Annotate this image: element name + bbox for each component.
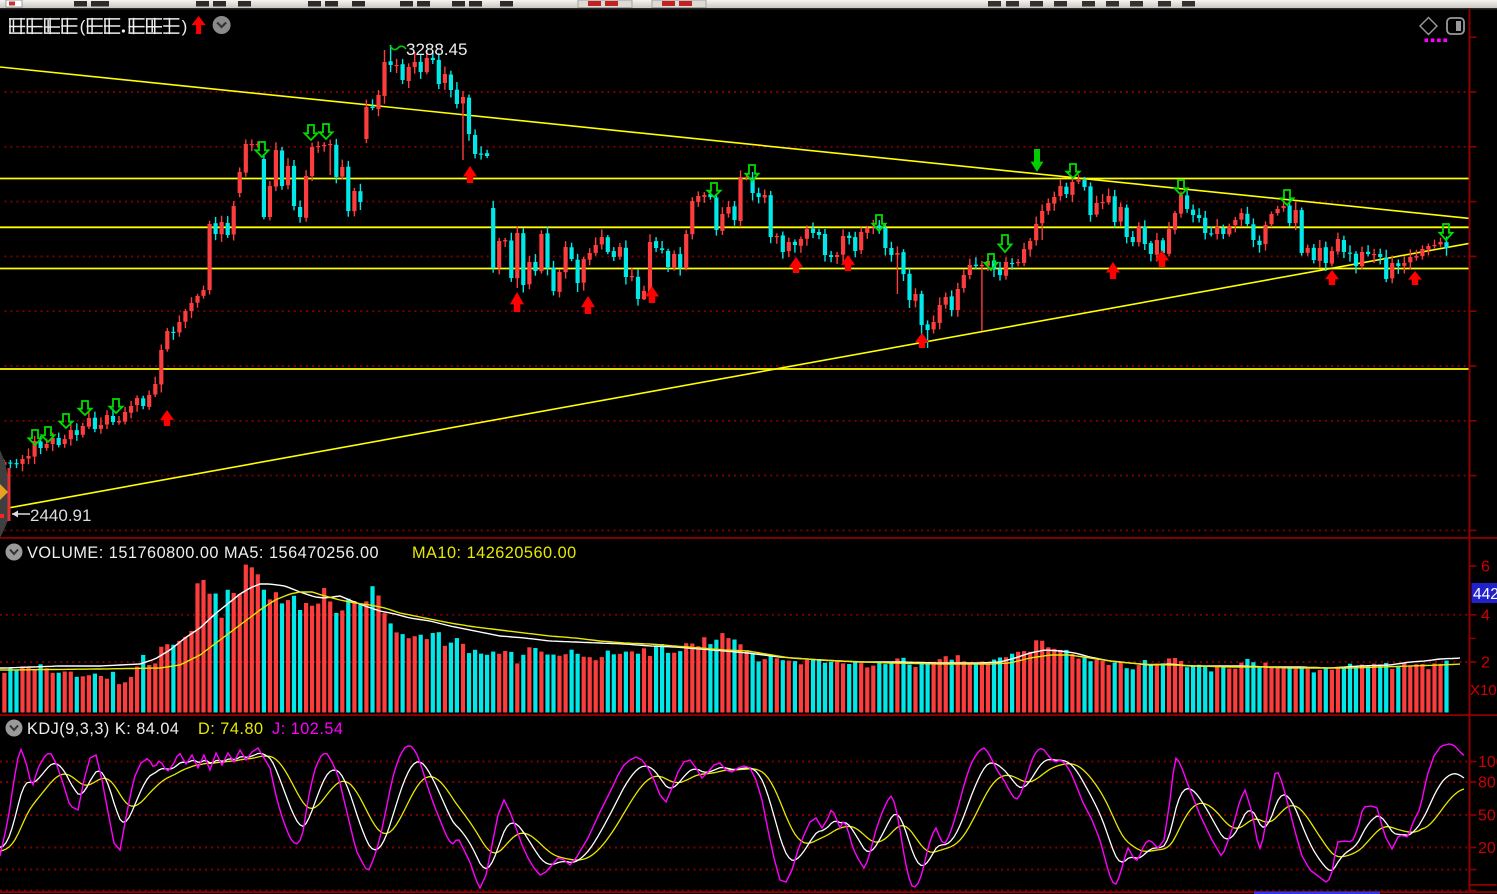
svg-text:2440.91: 2440.91 — [30, 506, 91, 525]
svg-text:6: 6 — [1481, 559, 1490, 576]
svg-text:3288.45: 3288.45 — [406, 40, 467, 59]
svg-text:442: 442 — [1473, 586, 1497, 603]
svg-text:(: ( — [80, 17, 86, 36]
svg-text:VOLUME: 151760800.00 MA5: 156: VOLUME: 151760800.00 MA5: 156470256.00 — [27, 544, 379, 562]
svg-text:MA10: 142620560.00: MA10: 142620560.00 — [412, 544, 577, 562]
svg-text:X10: X10 — [1470, 682, 1497, 699]
svg-text:4: 4 — [1481, 607, 1490, 624]
svg-text:KDJ(9,3,3) K: 84.04: KDJ(9,3,3) K: 84.04 — [27, 720, 180, 738]
svg-text:D: 74.80: D: 74.80 — [198, 720, 264, 738]
svg-text:100: 100 — [1478, 754, 1497, 771]
svg-text:): ) — [182, 17, 188, 36]
svg-text:2: 2 — [1481, 655, 1490, 672]
svg-text:J: 102.54: J: 102.54 — [272, 720, 344, 738]
svg-text:50: 50 — [1478, 808, 1496, 825]
svg-text:20: 20 — [1478, 840, 1496, 857]
svg-text:80: 80 — [1478, 775, 1496, 792]
